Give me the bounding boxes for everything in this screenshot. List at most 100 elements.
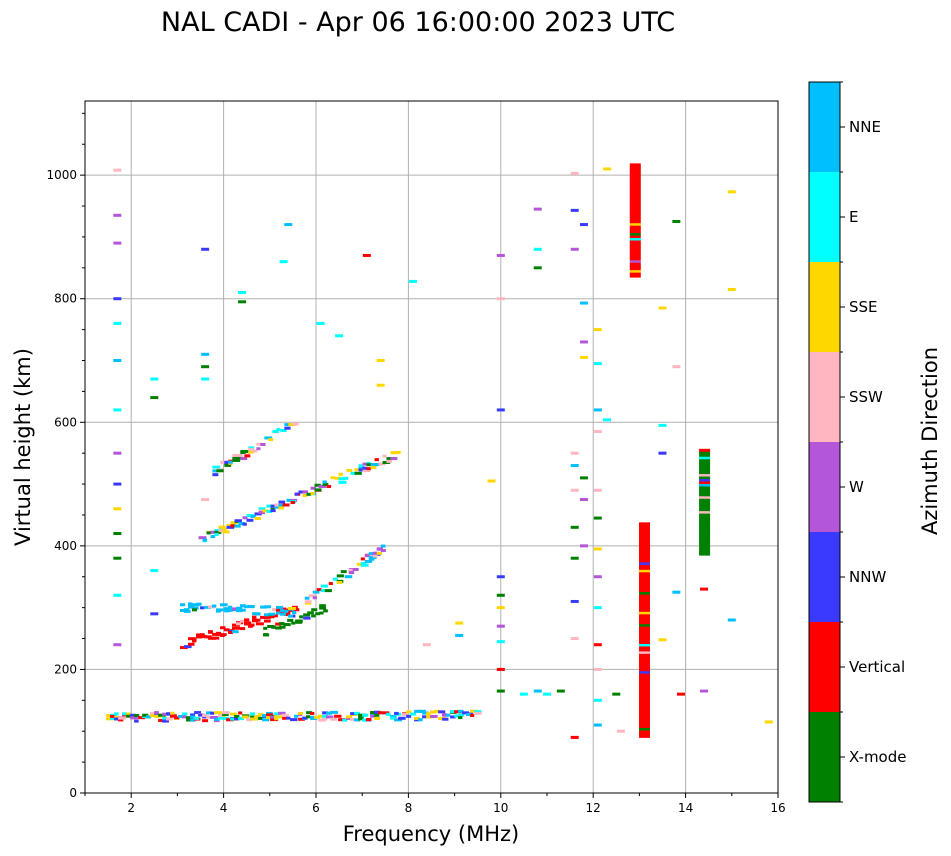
echo-point xyxy=(210,715,218,719)
x-tick-label: 16 xyxy=(770,801,785,815)
echo-point xyxy=(228,608,234,612)
echo-point xyxy=(216,469,224,473)
echo-point xyxy=(699,522,711,526)
echo-point xyxy=(350,471,358,475)
echo-point xyxy=(543,692,551,696)
echo-point xyxy=(390,457,398,461)
echo-point xyxy=(362,718,367,722)
echo-point xyxy=(629,272,641,276)
echo-point xyxy=(639,524,651,528)
echo-point xyxy=(639,623,651,627)
echo-point xyxy=(302,490,308,494)
echo-point xyxy=(248,447,254,451)
echo-point xyxy=(658,451,667,455)
echo-point xyxy=(629,220,641,224)
echo-point xyxy=(372,551,378,555)
echo-point xyxy=(629,232,641,236)
echo-point xyxy=(629,193,641,197)
echo-point xyxy=(311,614,316,618)
echo-point xyxy=(186,716,191,720)
echo-point xyxy=(326,485,332,489)
echo-point xyxy=(258,507,266,511)
echo-point xyxy=(113,532,122,535)
echo-point xyxy=(234,715,240,719)
echo-point xyxy=(639,732,651,736)
echo-point xyxy=(338,477,346,481)
echo-point xyxy=(496,575,505,579)
echo-point xyxy=(639,539,651,543)
echo-point xyxy=(284,423,292,427)
echo-point xyxy=(238,717,245,721)
echo-point xyxy=(280,609,288,613)
echo-point xyxy=(192,603,200,607)
echo-point xyxy=(629,168,641,172)
echo-point xyxy=(629,237,641,241)
echo-point xyxy=(294,492,299,496)
echo-point xyxy=(282,503,290,507)
echo-point xyxy=(308,594,316,598)
echo-point xyxy=(639,725,651,729)
echo-point xyxy=(378,462,386,466)
echo-point xyxy=(386,457,394,461)
echo-point xyxy=(276,605,284,609)
echo-point xyxy=(214,530,222,534)
echo-point xyxy=(639,552,651,556)
echo-point xyxy=(629,254,641,258)
echo-point xyxy=(358,713,366,717)
echo-point xyxy=(474,711,482,715)
echo-point xyxy=(579,340,588,344)
echo-point xyxy=(204,605,211,609)
echo-point xyxy=(230,524,236,528)
echo-point xyxy=(218,716,225,720)
echo-point xyxy=(699,527,711,531)
echo-point xyxy=(323,609,328,613)
echo-point xyxy=(334,714,342,718)
echo-point xyxy=(454,714,459,718)
echo-point xyxy=(629,249,641,253)
echo-point xyxy=(366,463,374,467)
echo-point xyxy=(639,628,651,632)
echo-point xyxy=(414,709,422,713)
y-tick-label: 400 xyxy=(54,539,77,553)
echo-point xyxy=(291,614,296,618)
echo-point xyxy=(222,712,229,716)
colorbar-swatch xyxy=(809,622,840,712)
echo-point xyxy=(639,596,651,600)
echo-point xyxy=(212,473,219,477)
colorbar-label: X-mode xyxy=(849,748,906,766)
echo-point xyxy=(358,717,364,721)
echo-point xyxy=(699,510,711,514)
echo-point xyxy=(320,584,329,588)
echo-point xyxy=(593,723,602,727)
colorbar-label: SSW xyxy=(849,388,883,406)
echo-point xyxy=(370,714,376,718)
echo-point xyxy=(294,714,299,718)
echo-point xyxy=(699,493,711,497)
echo-point xyxy=(374,716,381,720)
echo-point xyxy=(496,624,505,628)
echo-point xyxy=(629,202,641,206)
echo-point xyxy=(252,619,259,623)
echo-point xyxy=(639,594,651,598)
echo-point xyxy=(340,570,347,574)
echo-point xyxy=(232,458,241,462)
echo-point xyxy=(334,476,343,480)
echo-point xyxy=(699,545,711,549)
echo-point xyxy=(315,612,321,616)
echo-point xyxy=(699,483,711,487)
echo-point xyxy=(142,713,149,717)
echo-point xyxy=(372,554,378,558)
echo-point xyxy=(570,247,579,251)
echo-point xyxy=(319,604,326,608)
echo-point xyxy=(699,525,711,529)
echo-point xyxy=(533,689,542,693)
echo-point xyxy=(224,628,230,632)
echo-point xyxy=(382,460,391,464)
echo-point xyxy=(170,711,175,715)
echo-point xyxy=(438,710,446,714)
echo-point xyxy=(639,581,651,585)
echo-point xyxy=(699,453,711,457)
echo-point xyxy=(276,428,281,432)
echo-point xyxy=(280,607,287,611)
echo-point xyxy=(699,520,711,524)
